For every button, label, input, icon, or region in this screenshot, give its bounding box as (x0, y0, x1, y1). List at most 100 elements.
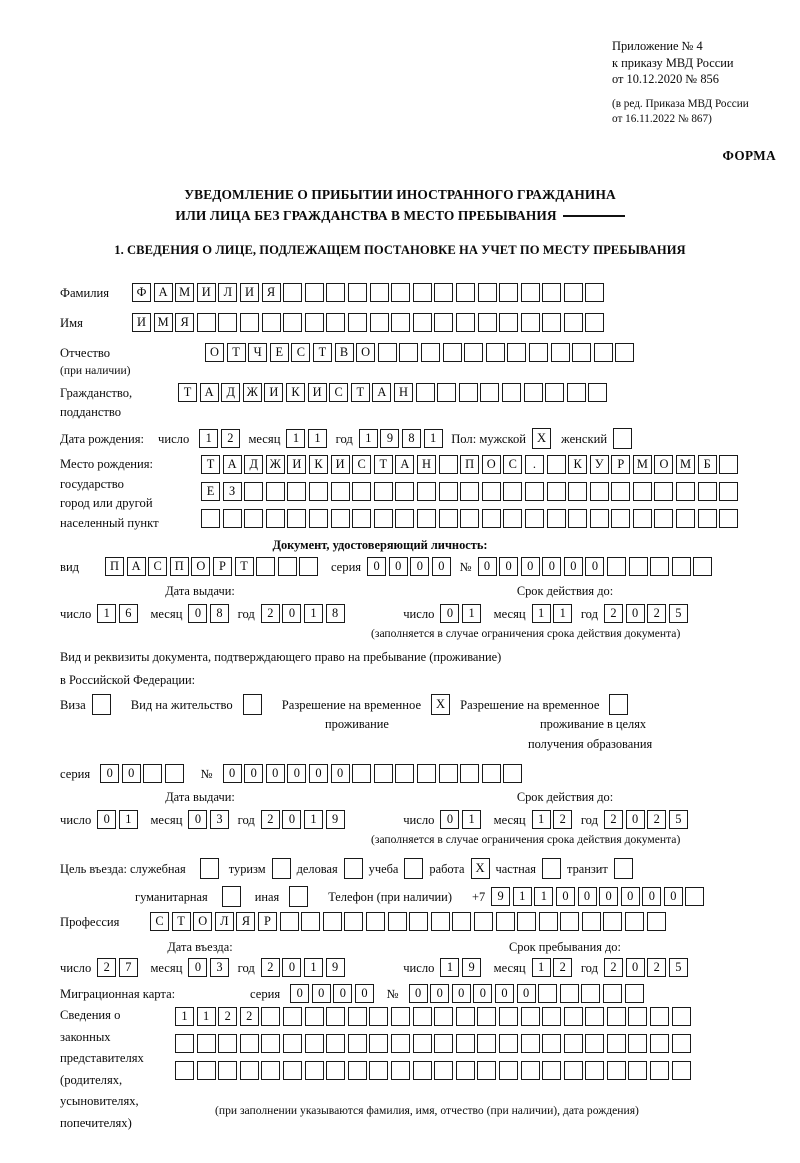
char-cell[interactable]: 1 (553, 604, 573, 623)
char-cell[interactable] (524, 482, 544, 501)
char-cell[interactable]: 0 (430, 984, 450, 1003)
char-cell[interactable] (279, 912, 299, 931)
char-cell[interactable]: О (356, 343, 376, 362)
char-cell[interactable]: 0 (333, 984, 353, 1003)
char-cell[interactable]: У (589, 455, 609, 474)
char-cell[interactable] (239, 313, 259, 332)
sex-female-checkbox[interactable] (613, 428, 633, 449)
char-cell[interactable]: С (148, 557, 168, 576)
char-cell[interactable] (369, 1034, 389, 1053)
char-cell[interactable] (239, 1061, 259, 1080)
char-cell[interactable] (377, 343, 397, 362)
char-cell[interactable]: 0 (97, 810, 117, 829)
char-cell[interactable] (498, 1034, 518, 1053)
char-cell[interactable]: 0 (282, 810, 302, 829)
char-cell[interactable] (326, 1061, 346, 1080)
char-cell[interactable] (409, 912, 429, 931)
char-cell[interactable]: О (481, 455, 501, 474)
char-cell[interactable]: 2 (553, 810, 573, 829)
char-cell[interactable]: 3 (210, 958, 230, 977)
char-cell[interactable] (650, 1007, 670, 1026)
char-cell[interactable]: 2 (604, 604, 624, 623)
char-cell[interactable] (676, 482, 696, 501)
char-cell[interactable] (563, 1061, 583, 1080)
char-cell[interactable] (585, 1007, 605, 1026)
char-cell[interactable]: . (524, 455, 544, 474)
char-cell[interactable]: 0 (311, 984, 331, 1003)
char-cell[interactable] (606, 1007, 626, 1026)
char-cell[interactable]: 0 (431, 557, 451, 576)
char-cell[interactable]: 2 (553, 958, 573, 977)
char-cell[interactable]: Н (393, 383, 413, 402)
char-cell[interactable]: 0 (367, 557, 387, 576)
char-cell[interactable] (390, 1007, 410, 1026)
char-cell[interactable] (373, 764, 393, 783)
char-cell[interactable] (628, 1007, 648, 1026)
char-cell[interactable]: Р (212, 557, 232, 576)
char-cell[interactable] (542, 1007, 562, 1026)
char-cell[interactable] (588, 383, 608, 402)
char-cell[interactable]: 2 (239, 1007, 259, 1026)
char-cell[interactable] (304, 283, 324, 302)
char-cell[interactable]: 0 (625, 810, 645, 829)
char-cell[interactable] (520, 283, 540, 302)
char-cell[interactable]: 5 (668, 604, 688, 623)
char-cell[interactable] (563, 1007, 583, 1026)
char-cell[interactable]: А (372, 383, 392, 402)
char-cell[interactable] (287, 509, 307, 528)
char-cell[interactable] (654, 482, 674, 501)
char-cell[interactable] (615, 343, 635, 362)
char-cell[interactable] (606, 1061, 626, 1080)
char-cell[interactable] (550, 343, 570, 362)
char-cell[interactable] (434, 313, 454, 332)
char-cell[interactable]: Ж (265, 455, 285, 474)
char-cell[interactable] (520, 313, 540, 332)
char-cell[interactable] (412, 1007, 432, 1026)
char-cell[interactable] (568, 482, 588, 501)
char-cell[interactable]: З (222, 482, 242, 501)
char-cell[interactable] (438, 455, 458, 474)
legal-rep-input-row2[interactable] (175, 1034, 693, 1053)
char-cell[interactable] (347, 1061, 367, 1080)
char-cell[interactable]: 0 (354, 984, 374, 1003)
char-cell[interactable]: 0 (440, 604, 460, 623)
char-cell[interactable] (650, 1061, 670, 1080)
char-cell[interactable]: 1 (531, 604, 551, 623)
char-cell[interactable]: Ф (132, 283, 151, 302)
char-cell[interactable]: 1 (534, 887, 554, 906)
char-cell[interactable]: Я (261, 283, 281, 302)
char-cell[interactable] (501, 383, 521, 402)
char-cell[interactable]: 0 (625, 958, 645, 977)
char-cell[interactable]: 0 (188, 604, 208, 623)
char-cell[interactable]: 0 (410, 557, 430, 576)
char-cell[interactable]: С (352, 455, 372, 474)
char-cell[interactable] (416, 764, 436, 783)
char-cell[interactable] (589, 509, 609, 528)
char-cell[interactable] (347, 313, 367, 332)
purpose-private-checkbox[interactable] (542, 858, 561, 879)
char-cell[interactable] (438, 482, 458, 501)
char-cell[interactable] (390, 1061, 410, 1080)
char-cell[interactable] (326, 1034, 346, 1053)
char-cell[interactable] (628, 1034, 648, 1053)
char-cell[interactable] (477, 283, 497, 302)
char-cell[interactable]: 0 (282, 604, 302, 623)
char-cell[interactable] (430, 912, 450, 931)
char-cell[interactable] (559, 984, 579, 1003)
char-cell[interactable] (299, 557, 319, 576)
char-cell[interactable] (222, 509, 242, 528)
char-cell[interactable] (585, 313, 605, 332)
char-cell[interactable] (164, 764, 184, 783)
char-cell[interactable] (434, 1034, 454, 1053)
char-cell[interactable] (498, 1061, 518, 1080)
